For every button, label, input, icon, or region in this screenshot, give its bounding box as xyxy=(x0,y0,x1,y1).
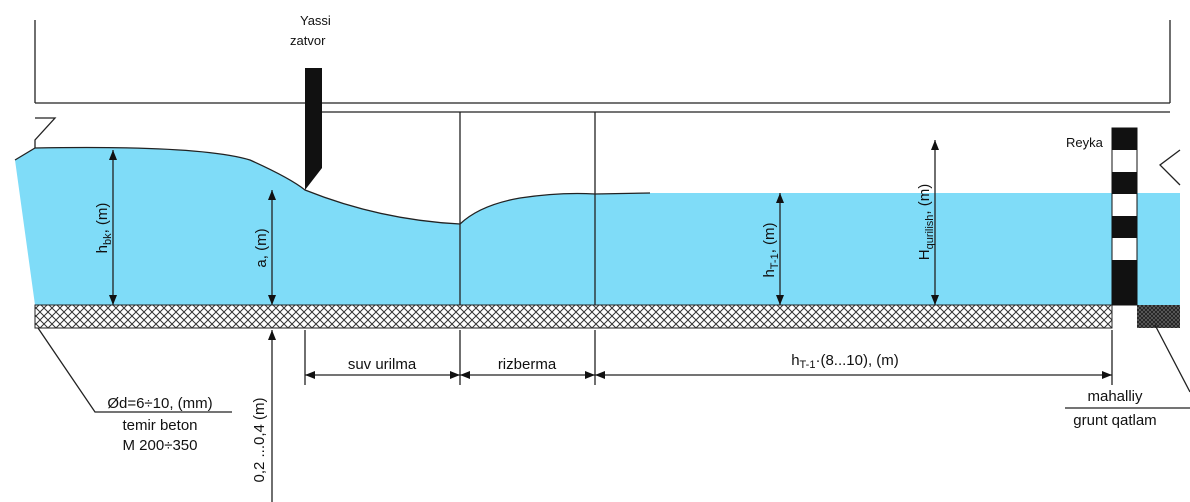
dimension-label: hT-1, (m) xyxy=(761,222,781,277)
label-part: rizberma xyxy=(498,356,557,373)
label-part: temir beton xyxy=(122,417,197,434)
label-part: mahalliy xyxy=(1087,388,1143,405)
label-part: , (m) xyxy=(916,184,933,215)
staff-label: Reyka xyxy=(1066,135,1104,150)
gate-label: zatvor xyxy=(290,33,326,48)
label-part: Ød=6÷10, (mm) xyxy=(107,395,212,412)
section-label: hT-1·(8...10), (m) xyxy=(791,352,899,371)
water-surface xyxy=(14,146,651,225)
label-part: M 200÷350 xyxy=(123,437,198,454)
label-part: , (m) xyxy=(94,203,111,234)
gate-label: Yassi xyxy=(300,13,331,28)
label-part: suv urilma xyxy=(348,356,417,373)
dimension-label: hbk, (m) xyxy=(94,203,114,254)
concrete-slab xyxy=(34,304,1113,329)
staff-label: Reyka xyxy=(1066,135,1104,150)
note: M 200÷350 xyxy=(123,437,198,454)
gate-label: zatvor xyxy=(290,33,326,48)
label-part: a, (m) xyxy=(253,228,270,267)
staff-gauge xyxy=(1111,127,1138,306)
label-part: qurilish xyxy=(924,215,936,250)
note: mahalliy xyxy=(1087,388,1143,405)
leader-line xyxy=(1065,324,1190,409)
note: temir beton xyxy=(122,417,197,434)
note: grunt qatlam xyxy=(1073,412,1156,429)
section-label: rizberma xyxy=(498,356,557,373)
label-part: h xyxy=(761,269,778,277)
label-part: ·(8...10), (m) xyxy=(815,352,898,369)
label-part: h xyxy=(94,245,111,253)
leader-line xyxy=(37,327,232,413)
label-part: bk xyxy=(102,233,114,245)
label-part: , (m) xyxy=(761,222,778,253)
label-part: h xyxy=(791,352,799,369)
section-label: suv urilma xyxy=(348,356,417,373)
soil-layer xyxy=(1137,305,1180,328)
dimension-label: Hqurilish, (m) xyxy=(916,184,936,261)
label-part: grunt qatlam xyxy=(1073,412,1156,429)
note: Ød=6÷10, (mm) xyxy=(107,395,212,412)
gate-label: Yassi xyxy=(300,13,331,28)
label-part: T-1 xyxy=(800,359,816,371)
label-part: H xyxy=(916,249,933,260)
label-part: 0,2 ...0,4 (m) xyxy=(251,397,268,482)
dimension-label: a, (m) xyxy=(253,228,270,267)
label-part: T-1 xyxy=(769,253,781,269)
gate xyxy=(305,68,322,190)
dimension-label: 0,2 ...0,4 (m) xyxy=(251,397,268,482)
frame xyxy=(34,20,1181,186)
extension-line xyxy=(304,330,1113,385)
water xyxy=(15,147,1180,305)
